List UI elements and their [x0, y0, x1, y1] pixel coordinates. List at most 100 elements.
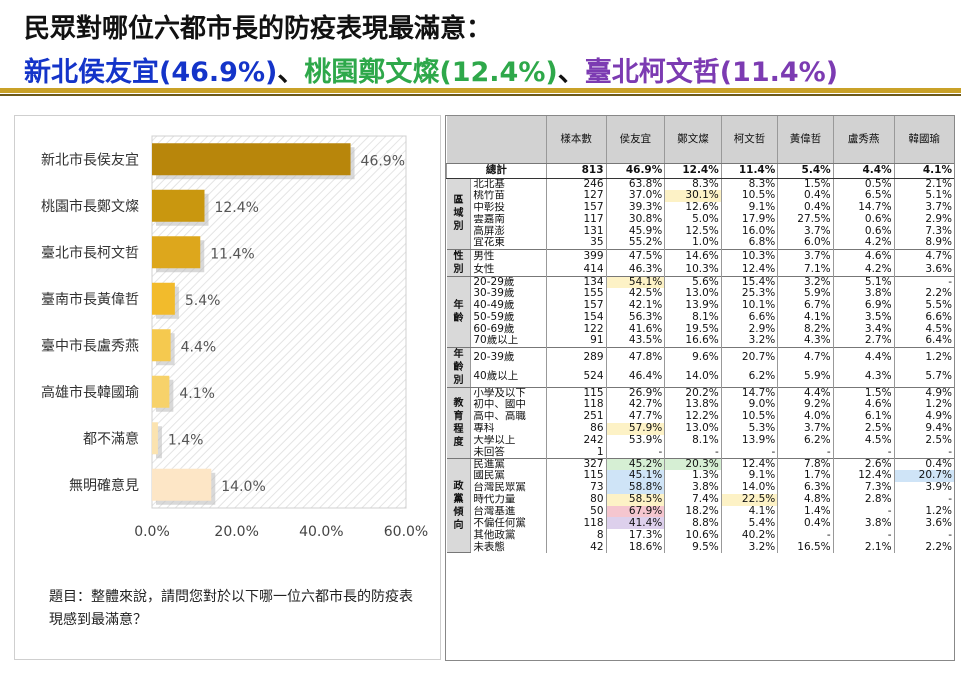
bar [152, 468, 212, 501]
table-cell: 55.2% [605, 237, 665, 250]
table-cell: 3.8% [832, 287, 895, 300]
table-cell: 41.4% [605, 517, 665, 530]
bar-chart-panel: 新北市長侯友宜 46.9% 桃園市長鄭文燦 12.4% 臺北市長柯文哲 11.4% 臺南市長… [14, 115, 441, 660]
table-cell: 9.0% [720, 398, 778, 411]
row-label: 男性 [470, 248, 547, 263]
table-cell: - [720, 446, 778, 459]
table-row: 40-49歲 157 42.1% 13.9% 10.1% 6.7% 6.9% 5.5% [447, 299, 954, 312]
table-row: 區域別 北北基 246 63.8% 8.3% 8.3% 1.5% 0.5% 2.1% [446, 177, 954, 250]
table-cell: - [664, 446, 722, 459]
table-row: 高屏澎 131 45.9% 12.5% 16.0% 3.7% 0.6% 7.3% [447, 225, 954, 238]
table-cell: 53.9% [605, 434, 665, 447]
group-label: 性別 [446, 248, 471, 277]
table-cell: 134 [545, 275, 607, 288]
bar [152, 375, 170, 408]
table-cell: 58.8% [605, 481, 665, 494]
table-cell: 4.6% [832, 248, 895, 263]
table-cell: 2.1% [832, 541, 895, 553]
column-header: 樣本數 [545, 116, 607, 164]
table-row: 其他政黨 8 17.3% 10.6% 40.2% - - - [447, 529, 954, 542]
category-label: 都不滿意 [83, 430, 139, 447]
table-cell: 46.4% [605, 367, 665, 388]
bar [152, 282, 175, 315]
table-cell: 118 [545, 517, 607, 530]
table-cell: 5.4% [720, 517, 778, 530]
table-cell: 2.6% [832, 457, 895, 471]
row-label: 大學以上 [470, 434, 547, 447]
table-cell: 6.2% [777, 434, 834, 447]
table-row: 性別 男性 399 47.5% 14.6% 10.3% 3.7% 4.6% 4.7% [446, 248, 954, 277]
table-cell: 14.0% [664, 367, 722, 388]
table-row: 70歲以上 91 43.5% 16.6% 3.2% 4.3% 2.7% 6.4% [447, 335, 954, 348]
table-row: 女性 414 46.3% 10.3% 12.4% 7.1% 4.2% 3.6% [447, 262, 954, 277]
header-rule-gold [0, 88, 961, 93]
group-label: 區域別 [446, 177, 471, 250]
table-cell: 25.3% [720, 287, 778, 300]
table-row: 中彰投 157 39.3% 12.6% 9.1% 0.4% 14.7% 3.7% [447, 201, 954, 214]
row-label: 50-59歲 [470, 311, 547, 324]
table-cell: 3.7% [777, 225, 834, 238]
row-label: 30-39歲 [470, 287, 547, 300]
table-cell: 3.5% [832, 311, 895, 324]
table-row: 大學以上 242 53.9% 8.1% 13.9% 6.2% 4.5% 2.5% [447, 434, 954, 447]
table-cell: 37.0% [605, 189, 665, 202]
table-cell: 157 [545, 201, 607, 214]
table-cell: 0.4% [893, 457, 954, 471]
row-label: 北北基 [470, 177, 547, 190]
table-cell: 4.1% [777, 311, 834, 324]
table-cell: 242 [545, 434, 607, 447]
row-label: 宜花東 [470, 237, 547, 250]
table-row: 40歲以上 524 46.4% 14.0% 6.2% 5.9% 4.3% 5.7% [447, 367, 954, 388]
table-cell: 115 [545, 470, 607, 482]
table-row: 時代力量 80 58.5% 7.4% 22.5% 4.8% 2.8% - [447, 493, 954, 506]
header-rule-dark [0, 94, 961, 96]
table-cell: 42 [545, 541, 607, 553]
table-cell: 14.7% [832, 201, 895, 214]
category-label: 無明確意見 [69, 477, 139, 494]
table-cell: 42.7% [605, 398, 665, 411]
table-cell: 16.6% [664, 335, 722, 348]
table-cell: 18.6% [605, 541, 665, 553]
slide-title: 民眾對哪位六都市長的防疫表現最滿意： [24, 14, 493, 44]
table-cell: 3.2% [777, 275, 834, 288]
separator-2: 、 [557, 57, 585, 88]
bar [152, 329, 171, 362]
table-cell: 122 [545, 323, 607, 336]
table-cell: 4.2% [832, 237, 895, 250]
table-cell: - [777, 529, 834, 542]
table-cell: 4.4% [832, 346, 895, 368]
table-cell: 154 [545, 311, 607, 324]
table-cell: 13.0% [664, 287, 722, 300]
table-cell: 3.7% [777, 422, 834, 435]
table-cell: 155 [545, 287, 607, 300]
category-label: 高雄市長韓國瑜 [41, 384, 139, 401]
table-cell: 2.5% [893, 434, 954, 447]
table-cell: 10.1% [720, 299, 778, 312]
row-label: 小學及以下 [470, 386, 547, 399]
leader-2-text: 桃園鄭文燦(12.4%) [304, 57, 558, 88]
table-cell: 0.4% [777, 201, 834, 214]
data-label: 4.1% [179, 386, 215, 402]
table-cell: 0.4% [777, 517, 834, 530]
table-cell: 42.5% [605, 287, 665, 300]
table-cell: 0.6% [832, 225, 895, 238]
table-cell: 3.2% [720, 335, 778, 348]
column-header: 韓國瑜 [893, 116, 954, 164]
total-cell: 4.1% [893, 163, 954, 179]
table-row: 年齡別 20-39歲 289 47.8% 9.6% 20.7% 4.7% 4.4% 1.2% [446, 346, 954, 388]
table-cell: 8 [545, 529, 607, 542]
table-cell: 4.9% [893, 410, 954, 423]
table-cell: 20.7% [720, 346, 778, 368]
table-cell: 3.6% [893, 517, 954, 530]
total-cell: 11.4% [720, 163, 778, 179]
data-label: 5.4% [185, 293, 221, 309]
survey-question-note: 題目：整體來說，請問您對於以下哪一位六都市長的防疫表現感到最滿意？ [49, 589, 413, 628]
table-cell: 5.1% [832, 275, 895, 288]
table-cell: 13.9% [720, 434, 778, 447]
table-cell: 5.9% [777, 287, 834, 300]
table-cell: 157 [545, 299, 607, 312]
table-cell: 16.5% [777, 541, 834, 553]
table-cell: 45.1% [605, 470, 665, 482]
table-cell: 14.0% [720, 481, 778, 494]
table-cell: 3.8% [832, 517, 895, 530]
